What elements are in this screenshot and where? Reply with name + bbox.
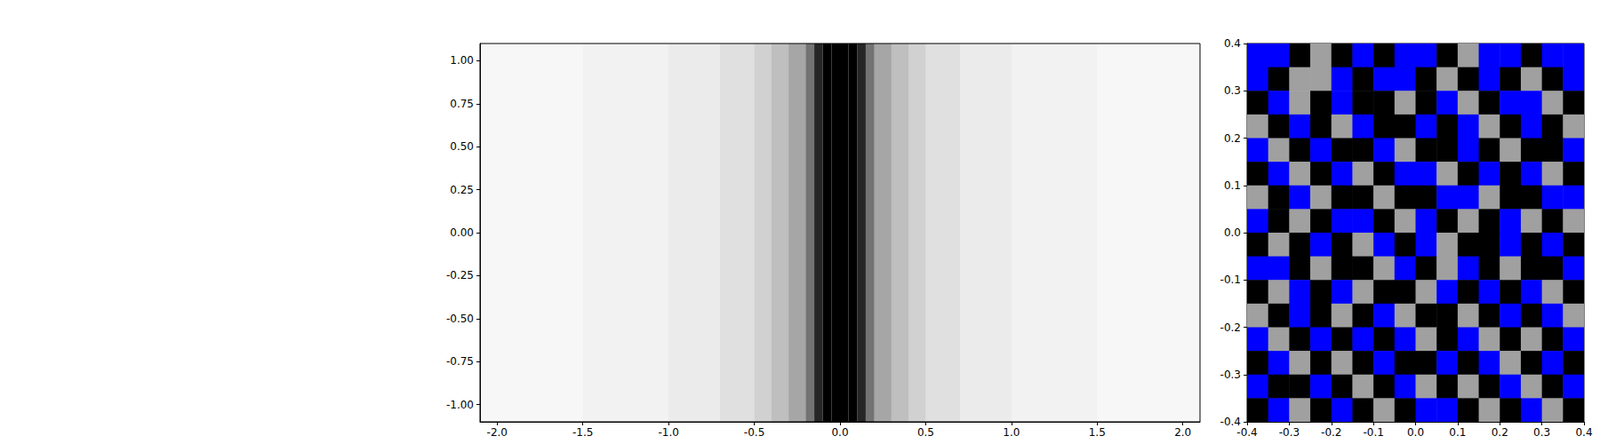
svg-text:0.4: 0.4 (1224, 37, 1241, 50)
svg-text:0.0: 0.0 (1224, 226, 1241, 240)
svg-text:0.1: 0.1 (1224, 179, 1241, 192)
svg-text:-2.0: -2.0 (487, 426, 508, 440)
svg-text:-0.25: -0.25 (446, 269, 474, 282)
svg-text:0.25: 0.25 (449, 184, 474, 197)
svg-text:0.75: 0.75 (449, 97, 474, 111)
svg-text:0.0: 0.0 (1407, 426, 1424, 440)
svg-text:-0.4: -0.4 (1220, 416, 1241, 429)
svg-text:-1.0: -1.0 (657, 426, 679, 440)
svg-text:-0.5: -0.5 (744, 426, 765, 440)
svg-text:0.5: 0.5 (917, 426, 935, 440)
svg-text:-0.4: -0.4 (1236, 426, 1257, 440)
svg-text:-0.1: -0.1 (1362, 426, 1384, 440)
svg-text:0.4: 0.4 (1575, 426, 1592, 440)
svg-text:2.0: 2.0 (1174, 426, 1192, 440)
svg-text:-0.50: -0.50 (446, 312, 474, 326)
svg-text:0.0: 0.0 (831, 426, 848, 440)
svg-text:-0.2: -0.2 (1320, 426, 1342, 440)
svg-text:-0.2: -0.2 (1220, 321, 1241, 335)
svg-text:0.00: 0.00 (449, 226, 474, 240)
svg-text:-0.3: -0.3 (1220, 368, 1241, 382)
svg-text:-1.00: -1.00 (446, 399, 474, 412)
svg-text:0.50: 0.50 (449, 140, 474, 153)
svg-text:-0.3: -0.3 (1279, 426, 1300, 440)
svg-text:0.3: 0.3 (1224, 84, 1241, 97)
svg-text:0.1: 0.1 (1448, 426, 1466, 440)
svg-text:0.2: 0.2 (1491, 426, 1509, 440)
svg-text:1.5: 1.5 (1088, 426, 1106, 440)
svg-text:-1.5: -1.5 (572, 426, 593, 440)
svg-text:0.3: 0.3 (1533, 426, 1551, 440)
svg-text:0.2: 0.2 (1224, 132, 1241, 145)
svg-text:1.0: 1.0 (1002, 426, 1020, 440)
svg-text:-0.1: -0.1 (1220, 273, 1241, 287)
svg-text:-0.75: -0.75 (446, 355, 474, 368)
svg-text:1.00: 1.00 (449, 54, 474, 67)
